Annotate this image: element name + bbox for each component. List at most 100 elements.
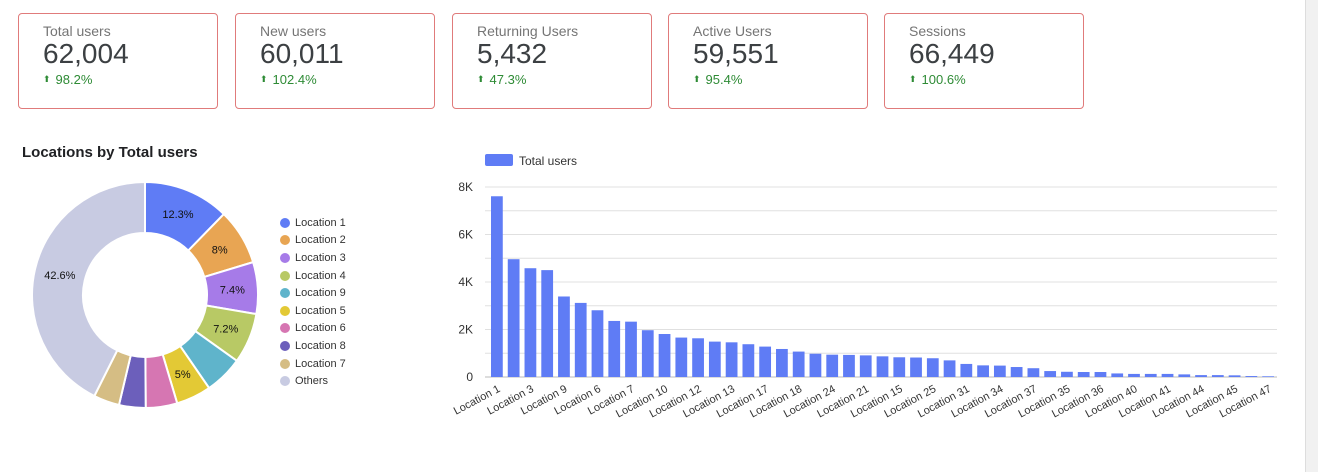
- legend-label[interactable]: Total users: [519, 154, 577, 168]
- bar[interactable]: [641, 330, 654, 377]
- kpi-value: 59,551: [693, 38, 779, 69]
- bar[interactable]: [1161, 373, 1174, 377]
- legend-swatch: [280, 270, 290, 281]
- legend-label: Location 2: [295, 234, 346, 247]
- kpi-label: Returning Users: [477, 23, 579, 39]
- bar[interactable]: [859, 355, 872, 377]
- bar[interactable]: [708, 341, 721, 377]
- arrow-up-icon: ⬆: [693, 74, 701, 84]
- bar[interactable]: [792, 351, 805, 377]
- legend-label: Others: [295, 375, 329, 388]
- legend-swatch: [280, 358, 290, 369]
- bar[interactable]: [943, 360, 956, 377]
- legend-label: Location 3: [295, 251, 346, 264]
- legend-swatch: [280, 305, 290, 316]
- legend-label: Location 1: [295, 216, 346, 229]
- bar[interactable]: [993, 365, 1006, 377]
- bar[interactable]: [675, 337, 688, 377]
- bar[interactable]: [1010, 367, 1023, 377]
- legend-item[interactable]: Location 7: [280, 355, 346, 373]
- slice-label: 12.3%: [162, 209, 193, 221]
- bar[interactable]: [843, 354, 855, 377]
- legend-label: Location 5: [295, 304, 346, 317]
- bar[interactable]: [910, 357, 922, 377]
- y-tick-label: 0: [466, 370, 473, 384]
- bar[interactable]: [608, 320, 621, 377]
- slice-label: 8%: [212, 245, 228, 257]
- legend-swatch: [280, 340, 290, 351]
- kpi-card[interactable]: Total users 62,004 ⬆ 98.2%: [18, 13, 218, 109]
- bar[interactable]: [1144, 373, 1157, 377]
- bar[interactable]: [1111, 373, 1124, 377]
- kpi-change-value: 47.3%: [489, 72, 527, 87]
- kpi-change-value: 100.6%: [921, 72, 966, 87]
- kpi-card[interactable]: Active Users 59,551 ⬆ 95.4%: [668, 13, 868, 109]
- bar[interactable]: [809, 353, 822, 377]
- bar[interactable]: [893, 357, 906, 377]
- legend-item[interactable]: Location 8: [280, 337, 346, 355]
- kpi-label: Sessions: [909, 23, 966, 39]
- legend-item[interactable]: Location 3: [280, 249, 346, 267]
- kpi-value: 66,449: [909, 38, 995, 69]
- bar[interactable]: [541, 270, 554, 377]
- bar[interactable]: [1094, 372, 1107, 377]
- donut-legend: Location 1 Location 2 Location 3 Location 4…: [280, 214, 346, 390]
- kpi-value: 60,011: [260, 38, 344, 69]
- donut-chart-title: Locations by Total users: [22, 144, 198, 161]
- legend-item[interactable]: Location 9: [280, 284, 346, 302]
- bar[interactable]: [960, 363, 973, 377]
- kpi-card[interactable]: Returning Users 5,432 ⬆ 47.3%: [452, 13, 652, 109]
- bar[interactable]: [725, 342, 738, 377]
- kpi-change-value: 95.4%: [705, 72, 743, 87]
- bar[interactable]: [625, 321, 637, 377]
- bar[interactable]: [1027, 368, 1040, 377]
- legend-item[interactable]: Location 5: [280, 302, 346, 320]
- legend-swatch: [280, 252, 290, 263]
- bar[interactable]: [1061, 371, 1073, 377]
- bar[interactable]: [524, 268, 537, 377]
- legend-item[interactable]: Location 4: [280, 267, 346, 285]
- bar[interactable]: [742, 344, 755, 377]
- bar[interactable]: [658, 334, 671, 377]
- bar[interactable]: [491, 196, 503, 377]
- bar[interactable]: [1128, 373, 1140, 377]
- bar[interactable]: [692, 338, 704, 377]
- legend-item[interactable]: Location 1: [280, 214, 346, 232]
- bar[interactable]: [558, 296, 570, 377]
- donut-slice[interactable]: [31, 180, 146, 398]
- legend-item[interactable]: Location 6: [280, 320, 346, 338]
- kpi-card[interactable]: New users 60,011 ⬆ 102.4%: [235, 13, 435, 109]
- bar[interactable]: [776, 348, 788, 377]
- bar[interactable]: [1211, 375, 1224, 377]
- bar[interactable]: [574, 302, 587, 377]
- legend-swatch: [485, 154, 513, 166]
- bar[interactable]: [876, 356, 889, 377]
- bar[interactable]: [1178, 374, 1191, 377]
- bar[interactable]: [1228, 375, 1241, 377]
- bar[interactable]: [1262, 376, 1274, 377]
- bar[interactable]: [1044, 371, 1057, 377]
- bar[interactable]: [591, 310, 604, 377]
- kpi-value: 5,432: [477, 38, 548, 69]
- kpi-label: New users: [260, 23, 327, 39]
- bar[interactable]: [507, 259, 520, 377]
- legend-swatch: [280, 235, 290, 246]
- bar[interactable]: [1195, 375, 1207, 377]
- kpi-change: ⬆ 102.4%: [260, 72, 434, 87]
- bar[interactable]: [977, 365, 989, 377]
- legend-swatch: [280, 376, 290, 387]
- kpi-card[interactable]: Sessions 66,449 ⬆ 100.6%: [884, 13, 1084, 109]
- legend-label: Location 9: [295, 287, 346, 300]
- bar[interactable]: [1077, 372, 1090, 377]
- bar[interactable]: [759, 346, 772, 377]
- legend-item[interactable]: Location 2: [280, 232, 346, 250]
- arrow-up-icon: ⬆: [260, 74, 268, 84]
- bar[interactable]: [826, 354, 839, 377]
- bar[interactable]: [1245, 376, 1258, 377]
- kpi-label: Total users: [43, 23, 111, 39]
- kpi-change-value: 98.2%: [55, 72, 93, 87]
- y-tick-label: 2K: [458, 323, 473, 337]
- legend-item[interactable]: Others: [280, 372, 346, 390]
- bar[interactable]: [926, 358, 939, 377]
